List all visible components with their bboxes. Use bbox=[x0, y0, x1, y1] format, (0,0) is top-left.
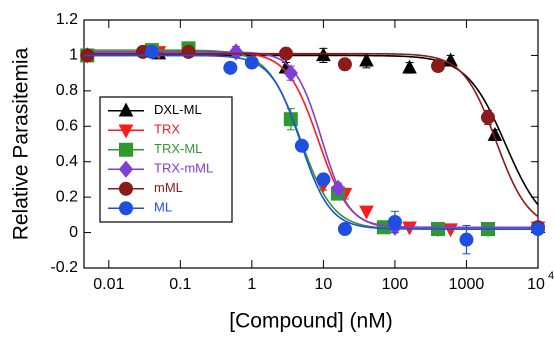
y-tick-label: 0.2 bbox=[56, 188, 78, 205]
data-point bbox=[443, 223, 458, 238]
legend-label: ML bbox=[154, 200, 172, 215]
x-tick-exponent: 4 bbox=[548, 270, 554, 282]
y-tick-label: 0.8 bbox=[56, 82, 78, 99]
y-tick-label: 1 bbox=[69, 47, 78, 64]
y-tick-label: 0.4 bbox=[56, 153, 78, 170]
legend-marker bbox=[118, 124, 134, 139]
x-tick-label: 10 bbox=[315, 276, 333, 293]
x-axis-label: [Compound] (nM) bbox=[229, 310, 392, 333]
y-tick-label: 1.2 bbox=[56, 11, 78, 28]
x-tick-label: 1000 bbox=[449, 276, 485, 293]
data-point bbox=[481, 110, 496, 125]
data-point bbox=[181, 44, 196, 59]
data-point bbox=[330, 179, 346, 197]
data-point bbox=[337, 222, 352, 237]
data-point bbox=[459, 232, 474, 247]
legend-marker bbox=[119, 201, 133, 216]
data-point bbox=[316, 172, 331, 187]
plot-frame bbox=[83, 19, 539, 269]
data-point bbox=[431, 59, 446, 74]
data-point bbox=[531, 222, 545, 237]
data-point bbox=[387, 214, 402, 229]
x-tick-label: 10 bbox=[527, 276, 545, 293]
data-point bbox=[337, 57, 352, 72]
data-point bbox=[279, 46, 294, 61]
legend-label: mML bbox=[154, 180, 183, 195]
legend-marker bbox=[118, 102, 134, 117]
data-point bbox=[244, 55, 259, 70]
data-point bbox=[402, 59, 417, 74]
x-tick-label: 100 bbox=[382, 276, 409, 293]
data-point bbox=[294, 138, 309, 153]
data-point bbox=[359, 205, 374, 220]
legend-marker bbox=[119, 181, 133, 196]
data-point bbox=[228, 43, 244, 61]
y-tick-label: -0.2 bbox=[50, 259, 78, 276]
legend-marker bbox=[118, 160, 134, 178]
legend-label: TRX-mML bbox=[154, 161, 213, 176]
fit-curve bbox=[84, 54, 538, 230]
legend-label: DXL-ML bbox=[154, 102, 202, 117]
legend-marker bbox=[119, 142, 133, 157]
x-tick-label: 1 bbox=[247, 276, 256, 293]
fit-curve bbox=[84, 52, 538, 218]
fit-curve bbox=[84, 51, 538, 229]
x-tick-label: 0.1 bbox=[169, 276, 191, 293]
x-tick-label: 0.01 bbox=[93, 276, 124, 293]
legend-box bbox=[99, 96, 233, 223]
y-tick-label: 0 bbox=[69, 224, 78, 241]
data-point bbox=[144, 44, 159, 59]
legend-label: TRX-ML bbox=[154, 141, 202, 156]
y-axis-label: Relative Parasitemia bbox=[10, 47, 33, 240]
legend-label: TRX bbox=[154, 122, 180, 137]
data-point bbox=[283, 64, 298, 82]
data-point bbox=[359, 52, 374, 67]
data-point bbox=[223, 60, 238, 75]
y-tick-label: 0.6 bbox=[56, 118, 78, 135]
